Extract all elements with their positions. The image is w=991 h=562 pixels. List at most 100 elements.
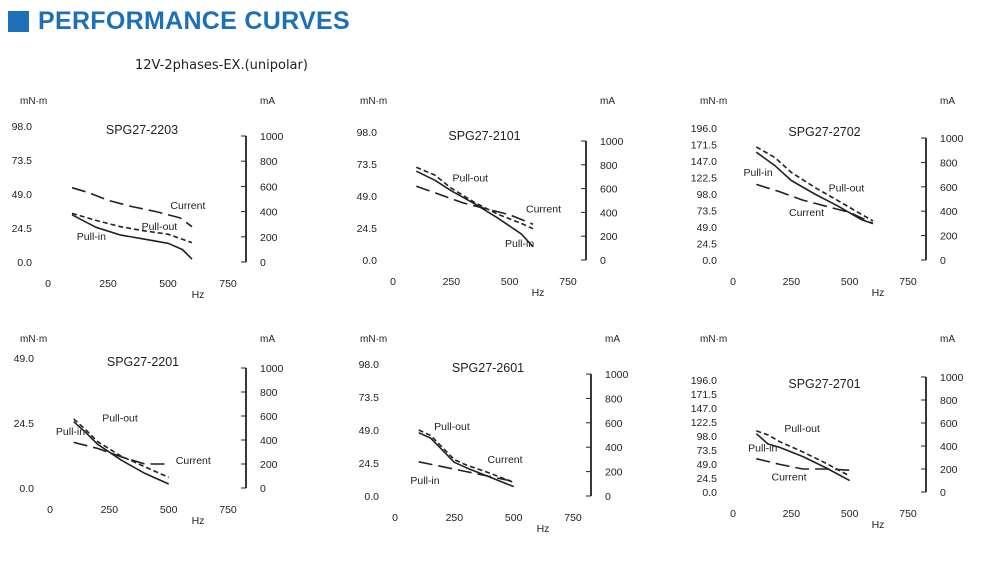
series-line-current	[71, 186, 193, 228]
y2-tick-label: 800	[605, 393, 623, 405]
x-tick-label: 0	[45, 278, 51, 290]
y2-tick-label: 800	[940, 395, 958, 407]
left-unit-label: mN·m	[700, 334, 727, 345]
y2-tick-label: 800	[260, 156, 278, 168]
x-tick-label: 250	[99, 278, 117, 290]
x-tick-label: 0	[47, 504, 53, 516]
x-tick-label: 0	[730, 276, 736, 288]
chart-title: SPG27-2701	[788, 377, 860, 391]
x-tick-label: 500	[501, 276, 519, 288]
y2-tick-label: 400	[605, 442, 623, 454]
x-tick-label: 250	[783, 276, 801, 288]
chart-title: SPG27-2702	[788, 125, 860, 139]
y2-tick-label: 200	[260, 459, 278, 471]
y2-tick-label: 600	[605, 418, 623, 430]
x-tick-label: 750	[219, 504, 237, 516]
series-label-pull-in: Pull-in	[77, 231, 106, 243]
y-tick-label: 49.0	[14, 353, 35, 365]
chart-title: SPG27-2203	[106, 123, 178, 137]
y2-tick-label: 200	[260, 232, 278, 244]
x-axis-label: Hz	[872, 519, 885, 531]
y2-tick-label: 200	[605, 467, 623, 479]
left-unit-label: mN·m	[700, 96, 727, 107]
y2-tick-label: 800	[260, 387, 278, 399]
y2-tick-label: 0	[600, 255, 606, 267]
series-label-pull-out: Pull-out	[784, 423, 820, 435]
y2-tick-label: 400	[940, 441, 958, 453]
series-line-pull-out	[415, 166, 534, 230]
y2-tick-label: 1000	[940, 133, 964, 145]
series-label-pull-out: Pull-out	[829, 182, 865, 194]
right-unit-label: mA	[600, 96, 615, 107]
x-axis-label: Hz	[532, 287, 545, 299]
series-label-pull-in: Pull-in	[410, 475, 439, 487]
y2-tick-label: 600	[940, 418, 958, 430]
right-unit-label: mA	[940, 334, 955, 345]
y2-tick-label: 0	[605, 491, 611, 503]
y2-tick-label: 400	[600, 207, 618, 219]
y-tick-label: 73.5	[357, 159, 378, 171]
y2-tick-label: 800	[600, 160, 618, 172]
chart-spg27-2101: mN·m mA SPG27-2101 0.0 24.5 49.0 73.5 98.0 0 200 4…	[357, 96, 624, 299]
left-unit-label: mN·m	[20, 334, 47, 345]
y2-tick-label: 0	[260, 257, 266, 269]
series-label-pull-in: Pull-in	[56, 426, 85, 438]
y2-tick-label: 1000	[260, 363, 284, 375]
series-label-pull-in: Pull-in	[505, 238, 534, 250]
y2-tick-label: 1000	[600, 136, 624, 148]
y2-tick-label: 200	[940, 231, 958, 243]
chart-spg27-2601: mN·m mA SPG27-2601 0.0 24.5 49.0 73.5 98.0 0 200 4…	[359, 334, 629, 535]
y-tick-label: 196.0	[691, 123, 717, 135]
series-line-pull-out	[73, 418, 170, 479]
header-square-icon	[8, 10, 29, 32]
x-axis-label: Hz	[192, 515, 205, 527]
y-tick-label: 49.0	[357, 191, 378, 203]
y-tick-label: 24.5	[697, 473, 718, 485]
right-unit-label: mA	[605, 334, 620, 345]
x-axis-label: Hz	[537, 523, 550, 535]
chart-title: SPG27-2201	[107, 355, 179, 369]
y-tick-label: 49.0	[12, 189, 33, 201]
y-tick-label: 147.0	[691, 403, 717, 415]
series-label-current: Current	[789, 207, 824, 219]
page-title: PERFORMANCE CURVES	[38, 6, 350, 35]
x-tick-label: 500	[160, 504, 178, 516]
series-line-pull-in	[418, 431, 514, 488]
series-label-current: Current	[526, 203, 561, 215]
y2-tick-label: 400	[260, 435, 278, 447]
y-tick-label: 24.5	[359, 458, 380, 470]
y-tick-label: 98.0	[697, 189, 718, 201]
y-tick-label: 49.0	[697, 222, 718, 234]
y-tick-label: 196.0	[691, 375, 717, 387]
y-tick-label: 98.0	[357, 127, 378, 139]
series-line-pull-out	[71, 212, 193, 244]
series-label-pull-out: Pull-out	[434, 421, 470, 433]
y-tick-label: 73.5	[697, 445, 718, 457]
y-tick-label: 0.0	[17, 257, 32, 269]
x-tick-label: 750	[219, 278, 237, 290]
chart-title: SPG27-2101	[448, 129, 520, 143]
chart-title: SPG27-2601	[452, 361, 524, 375]
y-tick-label: 24.5	[697, 239, 718, 251]
y-tick-label: 24.5	[357, 223, 378, 235]
series-line-pull-in	[71, 214, 193, 260]
x-tick-label: 250	[443, 276, 461, 288]
y-tick-label: 24.5	[12, 223, 33, 235]
y2-tick-label: 600	[260, 181, 278, 193]
series-line-pull-in	[755, 433, 851, 482]
y-tick-label: 171.5	[691, 140, 717, 152]
y2-tick-label: 1000	[940, 372, 964, 384]
y-tick-label: 147.0	[691, 156, 717, 168]
y2-tick-label: 0	[260, 483, 266, 495]
series-line-pull-out	[756, 430, 851, 477]
series-line-current	[418, 461, 514, 483]
series-line-current	[416, 185, 534, 226]
series-label-pull-in: Pull-in	[744, 167, 773, 179]
series-label-pull-out: Pull-out	[142, 221, 178, 233]
y-tick-label: 0.0	[19, 483, 34, 495]
series-label-current: Current	[772, 472, 807, 484]
x-tick-label: 750	[559, 276, 577, 288]
y2-tick-label: 600	[260, 411, 278, 423]
x-axis-label: Hz	[192, 289, 205, 301]
right-unit-label: mA	[260, 96, 275, 107]
